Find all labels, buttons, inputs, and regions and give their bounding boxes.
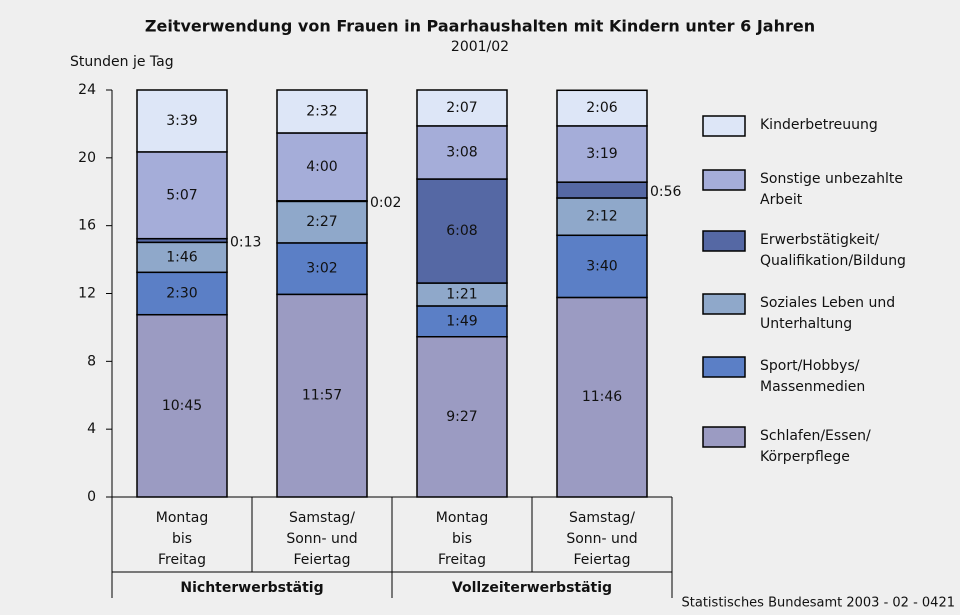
data-label: 4:00: [306, 159, 337, 175]
data-label: 3:19: [586, 146, 617, 162]
x-tick-label: Sonn- und: [286, 531, 357, 547]
legend-swatch: [702, 169, 746, 191]
legend-label: Soziales Leben und Unterhaltung: [760, 295, 896, 332]
data-label: 2:12: [586, 209, 617, 225]
legend-swatch: [702, 293, 746, 315]
y-tick-label: 4: [87, 421, 96, 437]
x-tick-label: Samstag/: [289, 510, 355, 526]
bar-segment: [556, 125, 648, 183]
data-label: 2:30: [166, 286, 197, 302]
x-tick-label: Samstag/: [569, 510, 635, 526]
data-label: 3:39: [166, 113, 197, 129]
bar-segment: [416, 89, 508, 127]
chart-title: Zeitverwendung von Frauen in Paarhaushal…: [145, 17, 815, 36]
y-tick-label: 8: [87, 353, 96, 369]
bar-segment: [136, 89, 228, 153]
data-label: 2:07: [446, 100, 477, 116]
y-tick-label: 24: [78, 82, 96, 98]
bar-segment: [416, 178, 508, 284]
legend-label: Sonstige unbezahlte Arbeit: [760, 171, 903, 208]
bar-segment: [136, 151, 228, 240]
bar-segment: [136, 241, 228, 274]
data-label: 1:49: [446, 313, 477, 329]
bar-segment: [556, 296, 648, 498]
y-axis-label: Stunden je Tag: [70, 54, 174, 70]
bar-segment: [276, 242, 368, 296]
data-label: 11:57: [302, 388, 342, 404]
legend-label: Schlafen/Essen/ Körperpflege: [760, 428, 871, 465]
data-label: 0:13: [230, 235, 261, 251]
data-label: 10:45: [162, 398, 202, 414]
bar-segment: [136, 313, 228, 498]
x-tick-label: bis: [172, 531, 192, 547]
data-label: 6:08: [446, 223, 477, 239]
x-tick-label: Freitag: [158, 552, 206, 568]
bar-segment: [276, 200, 368, 244]
chart-subtitle: 2001/02: [451, 39, 509, 55]
source: Statistisches Bundesamt 2003 - 02 - 0421: [682, 596, 955, 611]
data-label: 1:21: [446, 286, 477, 302]
bar-segment: [276, 132, 368, 202]
bar-segment: [556, 181, 648, 199]
x-tick-label: Montag: [436, 510, 488, 526]
bar-segment: [556, 197, 648, 237]
data-label: 5:07: [166, 187, 197, 203]
data-label: 3:02: [306, 261, 337, 277]
legend-swatch: [702, 426, 746, 448]
data-label: 3:08: [446, 144, 477, 160]
x-tick-label: Sonn- und: [566, 531, 637, 547]
data-label: 2:32: [306, 103, 337, 119]
x-tick-label: bis: [452, 531, 472, 547]
data-label: 2:06: [586, 100, 618, 116]
legend-label: Sport/Hobbys/ Massenmedien: [760, 358, 866, 395]
bar-segment: [556, 89, 648, 127]
legend-swatch: [702, 356, 746, 378]
legend-label: Erwerbstätigkeit/ Qualifikation/Bildung: [760, 232, 906, 269]
y-tick-label: 20: [78, 150, 96, 166]
legend-label: Kinderbetreuung: [760, 117, 878, 133]
y-tick-label: 0: [87, 489, 96, 505]
y-tick-label: 16: [78, 218, 96, 234]
bar-segment: [416, 125, 508, 180]
data-label: 0:02: [370, 195, 401, 211]
bar-segment: [276, 293, 368, 498]
group-label: Vollzeiterwerbstätig: [452, 580, 612, 596]
group-label: Nichterwerbstätig: [180, 580, 323, 596]
bar-segment: [556, 234, 648, 299]
data-label: 0:56: [650, 184, 682, 200]
bar-segment: [136, 271, 228, 316]
data-label: 9:27: [446, 409, 477, 425]
x-tick-label: Feiertag: [293, 552, 350, 568]
data-label: 3:40: [586, 258, 617, 274]
legend-swatch: [702, 230, 746, 252]
data-label: 2:27: [306, 214, 337, 230]
x-tick-label: Montag: [156, 510, 208, 526]
bar-segment: [276, 89, 368, 134]
x-tick-label: Freitag: [438, 552, 486, 568]
x-tick-label: Feiertag: [573, 552, 630, 568]
data-label: 11:46: [582, 389, 622, 405]
legend-swatch: [702, 115, 746, 137]
data-label: 1:46: [166, 249, 198, 265]
y-tick-label: 12: [78, 286, 96, 302]
